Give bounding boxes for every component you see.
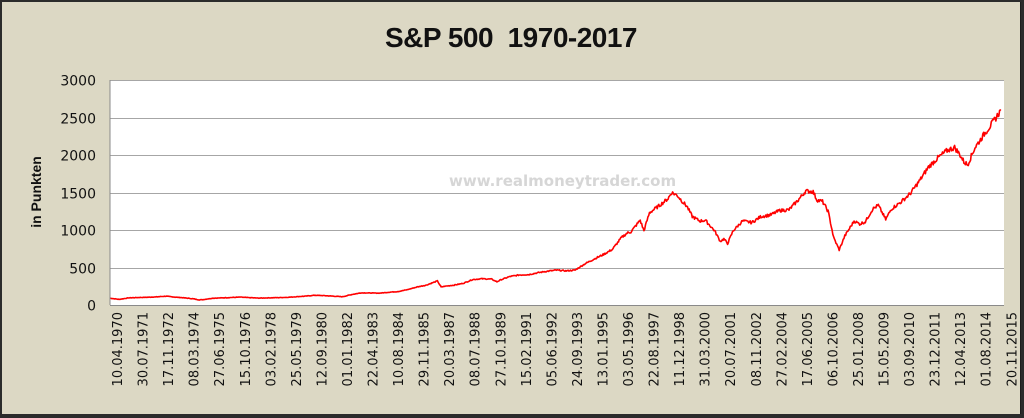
x-tick-label: 25.01.2008 [852,312,867,386]
x-tick-label: 25.05.1979 [290,312,305,386]
x-axis-ticks: 10.04.1970 30.07.1971 17.11.1972 08.03.1974… [111,312,1020,386]
x-tick-label: 23.12.2011 [929,312,944,386]
y-tick-label: 3000 [60,74,96,90]
x-tick-label: 10.04.1970 [111,312,126,386]
x-tick-label: 31.03.2000 [699,312,714,386]
x-tick-label: 12.09.1980 [315,312,330,386]
x-tick-label: 01.08.2014 [980,312,995,386]
x-tick-label: 12.04.2013 [954,312,969,386]
x-tick-label: 03.05.1996 [622,312,637,386]
x-tick-label: 11.12.1998 [673,312,688,386]
x-tick-label: 06.10.2006 [826,312,841,386]
y-tick-label: 500 [69,262,96,278]
chart-title: S&P 500 1970-2017 [384,22,638,53]
x-tick-label: 15.02.1991 [520,312,535,386]
x-tick-label: 15.10.1976 [239,312,254,386]
plot-area [110,80,1004,305]
x-tick-label: 27.06.1975 [213,312,228,386]
x-tick-label: 10.08.1984 [392,312,407,386]
x-tick-label: 03.02.1978 [264,312,279,386]
y-tick-label: 2000 [60,149,96,165]
x-tick-label: 08.11.2002 [750,312,765,386]
x-tick-label: 29.11.1985 [418,312,433,386]
x-tick-label: 30.07.1971 [137,312,152,386]
x-tick-label: 05.06.1992 [545,312,560,386]
y-tick-label: 2500 [60,112,96,128]
watermark: www.realmoneytrader.com [449,172,677,190]
x-tick-label: 03.09.2010 [903,312,918,386]
sp500-line [110,109,1002,301]
x-tick-label: 20.03.1987 [443,312,458,386]
x-tick-label: 22.08.1997 [648,312,663,386]
x-tick-label: 13.01.1995 [596,312,611,386]
y-tick-label: 1000 [60,224,96,240]
x-tick-label: 17.11.1972 [162,312,177,386]
x-tick-label: 27.10.1989 [494,312,509,386]
x-tick-label: 08.07.1988 [469,312,484,386]
x-tick-label: 17.06.2005 [801,312,816,386]
x-tick-label: 20.11.2015 [1005,312,1020,386]
x-tick-label: 15.05.2009 [878,312,893,386]
y-axis-ticks: 0 500 1000 1500 2000 2500 3000 [60,74,96,315]
x-tick-label: 22.04.1983 [367,312,382,386]
x-tick-label: 20.07.2001 [724,312,739,386]
x-tick-label: 08.03.1974 [188,312,203,386]
x-tick-label: 01.01.1982 [341,312,356,386]
y-tick-label: 0 [87,299,96,315]
x-tick-label: 24.09.1993 [571,312,586,386]
gridlines [110,80,1004,269]
x-tick-label: 27.02.2004 [775,312,790,386]
y-tick-label: 1500 [60,187,96,203]
